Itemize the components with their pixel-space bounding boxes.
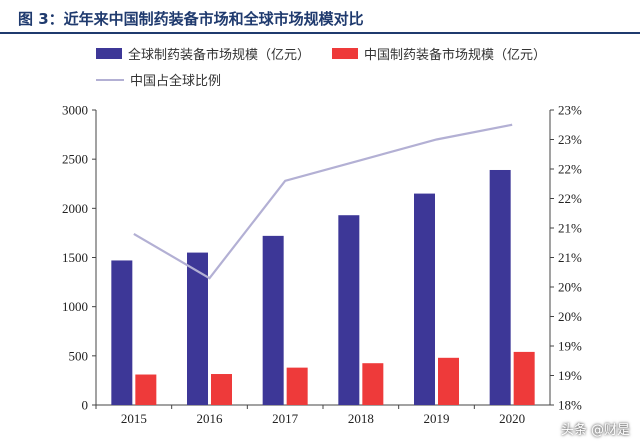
legend-china: 中国制药装备市场规模（亿元） [332, 44, 546, 63]
y-right-tick-label: 19% [558, 368, 582, 383]
legend-china-label: 中国制药装备市场规模（亿元） [364, 48, 547, 63]
y-right-tick-label: 20% [558, 280, 582, 295]
bar-china-2016 [211, 374, 232, 405]
x-tick-label-2015: 2015 [121, 411, 147, 426]
figure-header: 图 3：近年来中国制药装备市场和全球市场规模对比 [0, 0, 640, 34]
x-tick-label-2019: 2019 [424, 411, 450, 426]
bar-china-2017 [286, 367, 308, 405]
title-divider [0, 32, 640, 34]
y-left-tick-label: 0 [82, 398, 89, 413]
y-right-tick-label: 20% [558, 309, 582, 324]
y-left-tick-label: 1000 [62, 299, 88, 314]
bar-global-2016 [187, 252, 208, 405]
x-tick-label-2017: 2017 [272, 411, 299, 426]
y-left-tick-label: 1500 [62, 250, 88, 265]
y-right-tick-label: 19% [558, 339, 582, 354]
y-right-tick-label: 18% [558, 398, 582, 413]
y-right-tick-label: 23% [558, 132, 582, 147]
legend-global-swatch [96, 48, 122, 59]
bar-china-2018 [362, 363, 384, 405]
ratio-line [133, 123, 513, 280]
y-right-tick-label: 21% [558, 250, 582, 265]
figure-title: 图 3：近年来中国制药装备市场和全球市场规模对比 [18, 10, 364, 28]
legend-global-label: 全球制药装备市场规模（亿元） [128, 48, 311, 63]
y-right-tick-label: 22% [558, 191, 582, 206]
y-left-tick-label: 500 [69, 348, 89, 363]
y-right-tick-label: 22% [558, 162, 582, 177]
y-left-tick-label: 2000 [62, 201, 88, 216]
legend-ratio-label: 中国占全球比例 [130, 74, 222, 89]
bar-global-2018 [338, 215, 360, 405]
bar-china-2020 [513, 351, 535, 405]
legend-global: 全球制药装备市场规模（亿元） [96, 44, 310, 63]
legend-china-swatch [332, 48, 358, 59]
bar-global-2019 [414, 193, 435, 405]
watermark: 头条 @财是 [560, 423, 630, 438]
bar-global-2015 [111, 260, 133, 405]
x-tick-label-2018: 2018 [348, 411, 374, 426]
bar-china-2015 [135, 374, 157, 405]
bar-china-2019 [438, 357, 459, 405]
legend-ratio: 中国占全球比例 [96, 70, 221, 89]
y-right-tick-label: 21% [558, 221, 582, 236]
x-tick-label-2020: 2020 [499, 411, 525, 426]
y-left-tick-label: 3000 [62, 103, 88, 118]
legend-ratio-swatch [96, 78, 124, 81]
x-tick-label-2016: 2016 [197, 411, 224, 426]
bar-global-2020 [489, 169, 511, 405]
bar-global-2017 [262, 235, 284, 405]
y-left-tick-label: 2500 [62, 152, 88, 167]
y-right-tick-label: 23% [558, 103, 582, 118]
